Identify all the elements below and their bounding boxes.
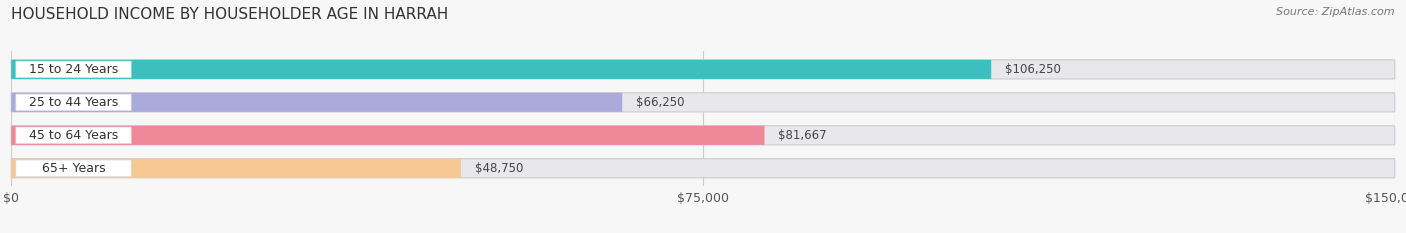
Text: 65+ Years: 65+ Years <box>42 162 105 175</box>
FancyBboxPatch shape <box>15 94 131 111</box>
Text: $48,750: $48,750 <box>475 162 523 175</box>
FancyBboxPatch shape <box>11 126 765 145</box>
FancyBboxPatch shape <box>11 60 991 79</box>
FancyBboxPatch shape <box>15 61 131 78</box>
FancyBboxPatch shape <box>15 160 131 177</box>
Text: 25 to 44 Years: 25 to 44 Years <box>30 96 118 109</box>
Text: $66,250: $66,250 <box>636 96 685 109</box>
FancyBboxPatch shape <box>15 127 131 144</box>
Text: Source: ZipAtlas.com: Source: ZipAtlas.com <box>1277 7 1395 17</box>
Text: 45 to 64 Years: 45 to 64 Years <box>30 129 118 142</box>
FancyBboxPatch shape <box>11 93 1395 112</box>
FancyBboxPatch shape <box>11 126 1395 145</box>
FancyBboxPatch shape <box>11 159 1395 178</box>
Text: $81,667: $81,667 <box>779 129 827 142</box>
FancyBboxPatch shape <box>11 159 461 178</box>
FancyBboxPatch shape <box>11 93 623 112</box>
Text: HOUSEHOLD INCOME BY HOUSEHOLDER AGE IN HARRAH: HOUSEHOLD INCOME BY HOUSEHOLDER AGE IN H… <box>11 7 449 22</box>
FancyBboxPatch shape <box>11 60 1395 79</box>
Text: 15 to 24 Years: 15 to 24 Years <box>30 63 118 76</box>
Text: $106,250: $106,250 <box>1005 63 1062 76</box>
